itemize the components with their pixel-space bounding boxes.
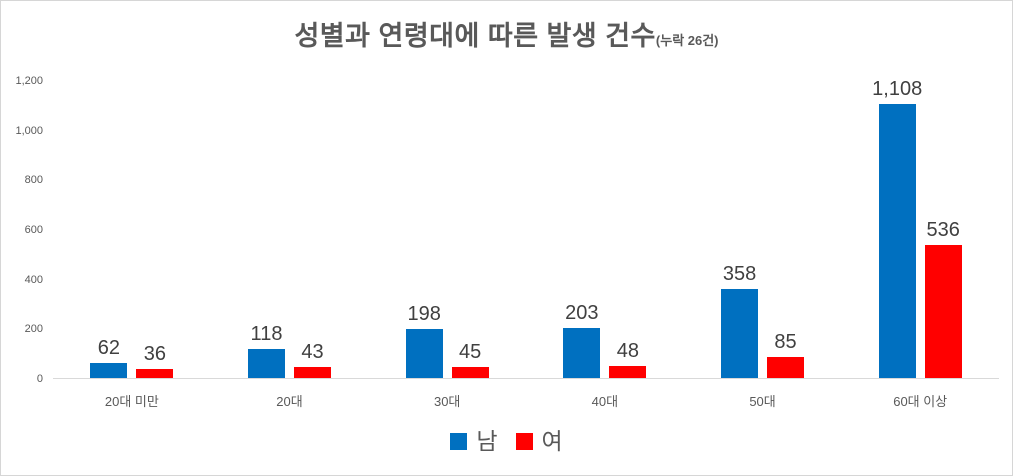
bar-여-20대 미만: 36 xyxy=(136,343,174,378)
x-axis-category-label: 30대 xyxy=(433,394,461,409)
legend-label: 남 xyxy=(476,428,498,454)
bar-group: 203 48 xyxy=(526,81,684,378)
legend-swatch xyxy=(515,432,533,450)
data-label: 43 xyxy=(301,341,324,364)
data-label: 203 xyxy=(565,301,599,324)
x-axis-category-label: 60대 이상 xyxy=(893,394,948,409)
bar-group: 198 45 xyxy=(368,81,526,378)
y-tick-label: 1,000 xyxy=(15,124,43,137)
data-label: 45 xyxy=(459,340,482,363)
bar-여-20대: 43 xyxy=(294,341,331,378)
data-label: 85 xyxy=(774,330,797,353)
bar-남-20대 미만: 62 xyxy=(90,337,128,378)
data-label: 1,108 xyxy=(872,77,923,100)
x-axis: 20대 미만 20대 30대 40대 50대 60대 이상 xyxy=(7,379,999,410)
y-axis: 0 200 400 600 800 1,000 1,200 xyxy=(7,75,45,385)
x-axis-spacer xyxy=(7,379,53,410)
bar-여-60대 이상: 536 xyxy=(924,219,962,378)
data-label: 118 xyxy=(250,322,283,345)
data-label: 536 xyxy=(926,219,960,242)
data-label: 198 xyxy=(407,303,441,325)
bar-group: 118 43 xyxy=(211,81,369,378)
bar-남-40대: 203 xyxy=(563,302,601,378)
bar-group: 1,108 536 xyxy=(841,78,999,378)
x-axis-labels: 20대 미만 20대 30대 40대 50대 60대 이상 xyxy=(53,391,999,410)
bar-여-30대: 45 xyxy=(451,341,489,378)
x-axis-category-label: 20대 xyxy=(276,394,303,409)
x-axis-category-label: 20대 미만 xyxy=(104,394,159,409)
legend-swatch xyxy=(450,432,468,450)
chart-title-suffix: (누락 26건) xyxy=(655,33,719,48)
data-label: 36 xyxy=(143,343,166,366)
y-tick-label: 1,200 xyxy=(15,75,43,87)
data-label: 62 xyxy=(97,336,120,359)
x-axis-category-label: 50대 xyxy=(749,394,776,409)
bar-남-30대: 198 xyxy=(405,303,443,378)
chart-title-row: 성별과 연령대에 따른 발생 건수(누락 26건) xyxy=(1,1,1012,51)
data-label: 48 xyxy=(616,340,639,363)
x-axis-category-label: 40대 xyxy=(591,394,619,409)
legend-label: 여 xyxy=(541,428,563,454)
bar-남-50대: 358 xyxy=(721,263,759,378)
chart-plot-row: 0 200 400 600 800 1,000 1,200 62 36 118 43 198 45 20… xyxy=(7,75,999,385)
bar-group: 62 36 xyxy=(53,81,211,378)
chart-title: 성별과 연령대에 따른 발생 건수 xyxy=(294,21,656,51)
bar-groups: 62 36 118 43 198 45 203 48 358 85 1,108 536 xyxy=(53,78,999,378)
data-label: 358 xyxy=(722,263,757,286)
legend-item-남: 남 xyxy=(450,427,498,455)
bar-여-50대: 85 xyxy=(767,331,805,378)
y-tick-label: 600 xyxy=(24,224,43,236)
bar-남-20대: 118 xyxy=(248,323,285,378)
y-tick-label: 200 xyxy=(24,323,43,336)
bar-여-40대: 48 xyxy=(609,340,647,378)
y-tick-label: 400 xyxy=(24,273,43,286)
bar-남-60대 이상: 1,108 xyxy=(872,78,922,378)
y-tick-label: 0 xyxy=(36,373,43,385)
plot-area: 62 36 118 43 198 45 203 48 358 85 1,108 536 xyxy=(53,78,999,379)
legend-item-여: 여 xyxy=(515,427,563,455)
bar-group: 358 85 xyxy=(684,81,842,378)
y-tick-label: 800 xyxy=(24,174,43,187)
